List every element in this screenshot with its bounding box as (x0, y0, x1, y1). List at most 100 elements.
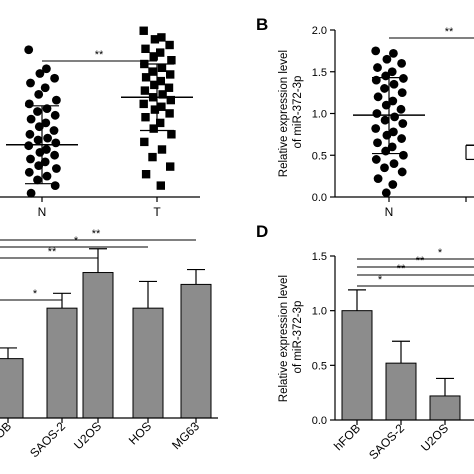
data-point (373, 92, 383, 102)
data-point (156, 181, 165, 190)
y-tick-label: 0.0 (312, 192, 327, 204)
y-tick-label: 1.0 (312, 109, 327, 121)
data-point (167, 130, 176, 139)
data-point (387, 142, 397, 152)
data-point (42, 104, 52, 114)
x-tick-label: SAOS-2 (366, 421, 407, 462)
significance-label: ** (445, 26, 454, 38)
data-point (398, 119, 408, 128)
data-point (156, 48, 165, 57)
significance-layer: ** (389, 26, 474, 39)
data-point (33, 135, 43, 145)
data-point (139, 26, 148, 35)
data-point (34, 161, 44, 171)
panel-letter: B (256, 15, 268, 34)
data-point (51, 138, 61, 148)
bar (180, 283, 212, 419)
data-point (389, 48, 398, 58)
data-point (389, 159, 399, 169)
bar (341, 310, 373, 421)
data-point (50, 73, 59, 83)
significance-label: ** (95, 49, 104, 61)
data-point (33, 107, 42, 116)
data-point (140, 86, 150, 95)
significance-label: * (378, 274, 383, 286)
data-point (389, 127, 398, 137)
mean-sd-layer (6, 63, 193, 185)
y-tick-label: 1.5 (312, 251, 327, 263)
x-ticks: N (385, 197, 467, 219)
data-point (24, 99, 34, 109)
y-ticks: 0.0 0.5 1.0 1.5 (312, 251, 335, 427)
data-point (141, 113, 150, 122)
data-point (42, 171, 52, 181)
data-point (166, 162, 175, 171)
data-point (396, 104, 406, 114)
data-point (149, 52, 158, 61)
data-point (388, 180, 398, 189)
y-axis-label-line: of miR-372-3p (292, 301, 304, 374)
y-tick-label: 0.5 (312, 360, 327, 372)
data-points-layer (371, 46, 408, 198)
y-tick-label: 2.0 (312, 25, 327, 37)
data-point (150, 80, 159, 90)
data-point (390, 112, 399, 122)
data-point (35, 147, 45, 157)
bar (46, 307, 78, 419)
data-point (35, 69, 45, 78)
data-point (397, 167, 407, 177)
data-point (165, 40, 174, 50)
data-point (372, 109, 382, 118)
bars-layer (341, 289, 461, 421)
data-point (25, 129, 35, 139)
data-point (397, 59, 406, 68)
data-point (26, 114, 36, 124)
x-tick-label: MG63 (169, 419, 202, 452)
significance-label: ** (416, 255, 425, 267)
data-point (42, 64, 51, 74)
data-point (371, 124, 381, 133)
data-point (388, 96, 398, 106)
data-point (158, 90, 167, 99)
data-point (41, 118, 51, 128)
x-tick-label: OB (0, 419, 14, 441)
bar (82, 272, 114, 419)
x-tick-label: hFOB (331, 421, 363, 453)
data-points-layer (24, 26, 176, 198)
data-point (399, 74, 408, 83)
significance-label: ** (397, 263, 406, 275)
data-point (150, 35, 160, 44)
panel-b: B Relative expression level of miR-372-3… (256, 15, 474, 219)
x-tick-label: U2OS (418, 421, 451, 454)
data-point (157, 33, 166, 42)
y-ticks: 0.0 0.5 1.0 1.5 2.0 (312, 25, 335, 204)
data-point (52, 164, 61, 173)
data-point (381, 188, 391, 198)
significance-label: * (74, 235, 79, 247)
data-point (49, 126, 59, 135)
data-point (24, 167, 34, 177)
y-axis-label-line: Relative expression level (278, 50, 290, 177)
data-point (157, 63, 167, 72)
y-axis-label: Relative expression level of miR-372-3p (278, 47, 304, 177)
significance-label: ** (92, 228, 101, 240)
data-point (26, 188, 36, 198)
data-point (397, 134, 406, 143)
x-tick-label: T (153, 205, 161, 219)
bar (0, 358, 24, 419)
data-point (141, 73, 151, 82)
bar (429, 395, 461, 421)
significance-layer: ** (42, 49, 157, 62)
data-point (380, 84, 389, 93)
data-point (150, 105, 160, 114)
data-point (26, 78, 35, 88)
significance-layer: ****** (0, 228, 196, 301)
data-point (139, 99, 148, 109)
data-point (156, 118, 165, 128)
x-ticks: OB SAOS-2 U2OS HOS MG63 (0, 418, 202, 460)
data-point (389, 79, 399, 89)
y-tick-label: 0.5 (312, 150, 327, 162)
